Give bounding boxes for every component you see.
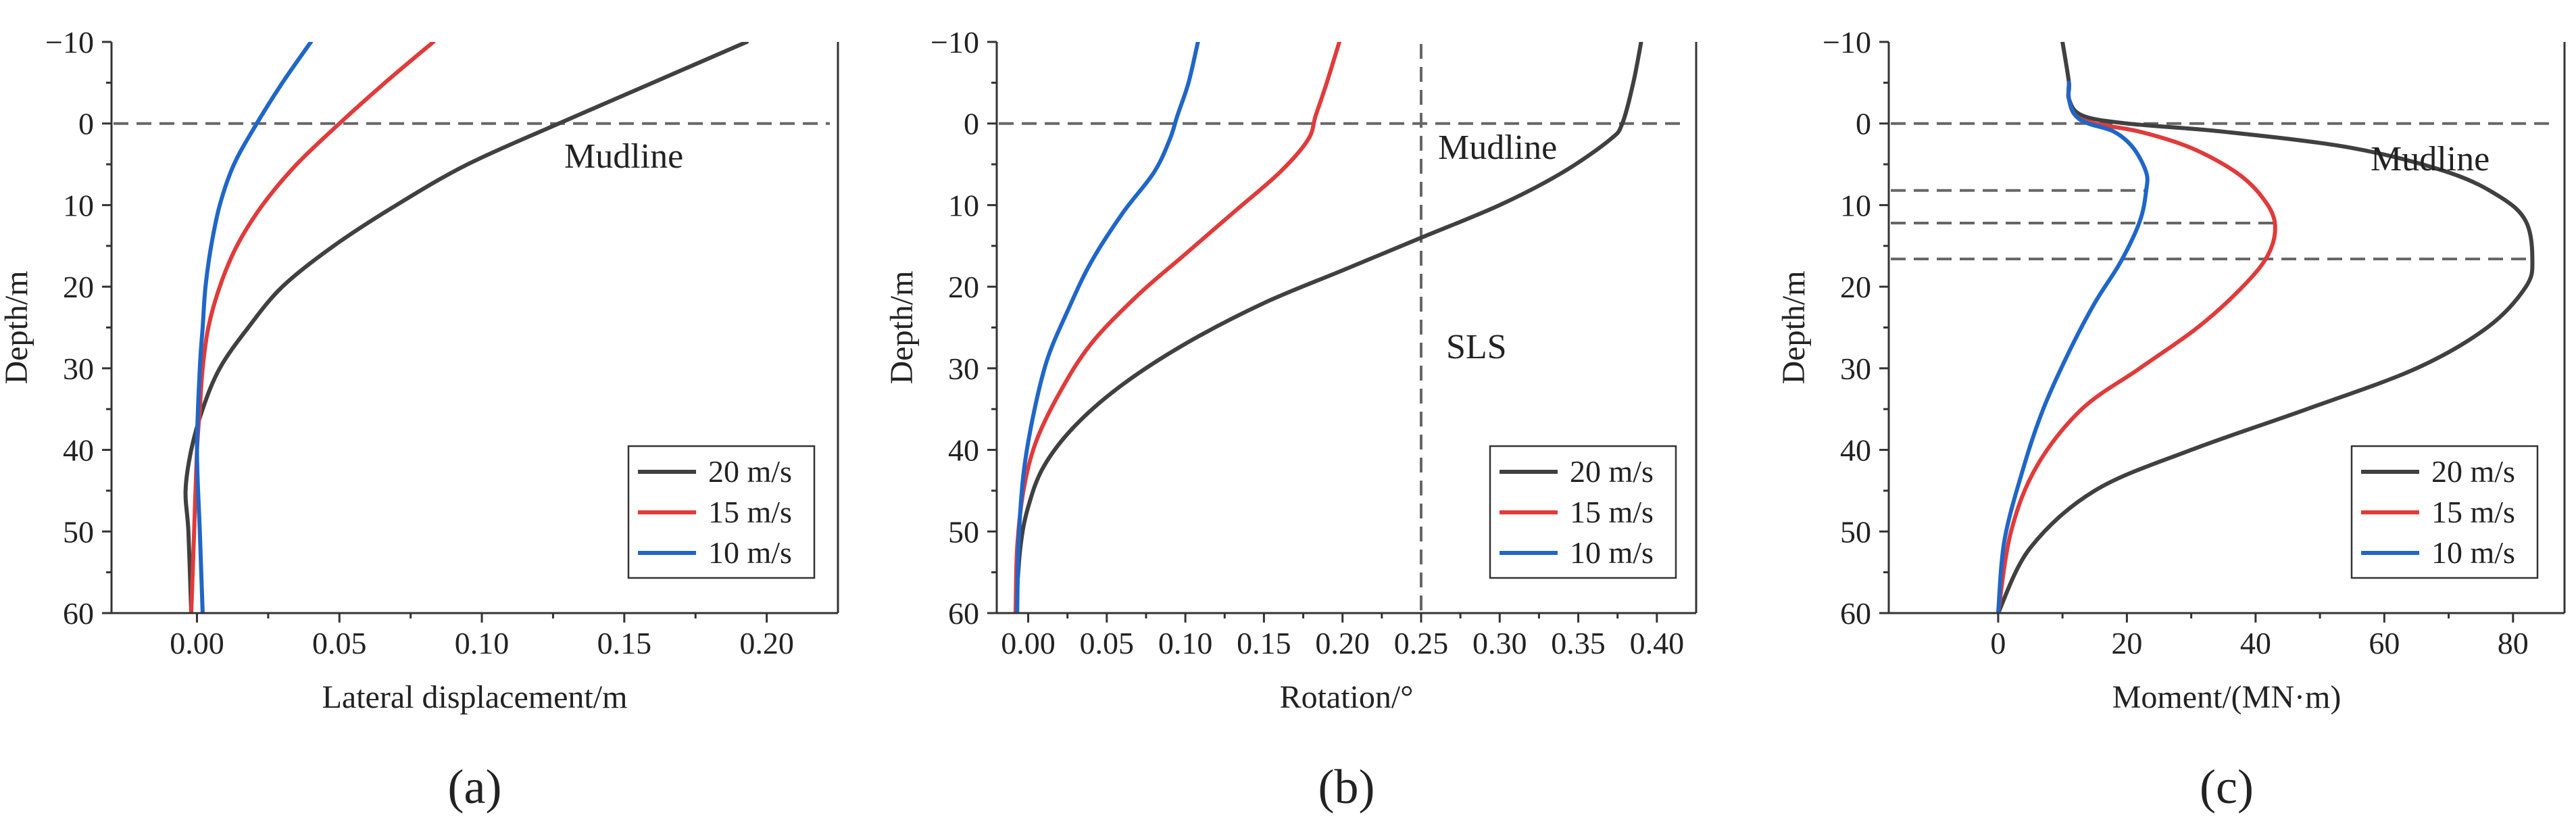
series-line-20ms [183, 42, 749, 613]
legend-label: 20 m/s [1570, 454, 1654, 489]
panel-c: 0 20 40 60 80 −10 0 10 20 30 40 50 60 Moment/(MN·m) De… [1776, 25, 2566, 814]
y-tick-label: 60 [1840, 596, 1871, 631]
y-tick-label: 10 [1840, 188, 1871, 222]
panel-a: 0.00 0.05 0.10 0.15 0.20 −10 0 10 20 30 40 50 60 Late… [0, 25, 839, 814]
y-tick-label: 40 [948, 433, 979, 468]
x-tick-label: 0.15 [597, 626, 652, 660]
legend-label: 15 m/s [708, 495, 792, 529]
y-tick-label: 60 [63, 596, 94, 631]
x-tick-label: 20 [2111, 626, 2142, 660]
y-tick-label: 0 [1856, 107, 1871, 141]
x-tick-label: 0.10 [1158, 626, 1213, 660]
x-tick-label: 0.10 [455, 626, 510, 660]
x-tick-label: 0.00 [170, 626, 224, 660]
y-tick-label: 0 [78, 107, 94, 141]
y-tick-label: 40 [63, 433, 94, 468]
panel-label: (b) [1318, 760, 1375, 814]
legend: 20 m/s 15 m/s 10 m/s [627, 445, 816, 579]
series-line-10ms [1996, 80, 2150, 613]
panel-label: (a) [448, 760, 502, 814]
x-tick-label: 0.05 [312, 626, 367, 660]
y-tick-label: 60 [948, 596, 979, 631]
x-axis-label: Rotation/° [1280, 679, 1414, 715]
legend-label: 10 m/s [2431, 535, 2515, 570]
legend-label: 20 m/s [708, 454, 792, 489]
y-tick-label: 20 [948, 270, 979, 304]
x-tick-label: 0.20 [1315, 626, 1370, 660]
x-tick-label: 60 [2369, 626, 2400, 660]
x-tick-label: 0.35 [1551, 626, 1606, 660]
x-tick-label: 0.15 [1237, 626, 1291, 660]
series-line-15ms [1996, 80, 2277, 613]
legend-label: 15 m/s [1570, 495, 1654, 529]
annotation-mudline: Mudline [2371, 140, 2490, 178]
y-axis-label: Depth/m [884, 271, 920, 385]
annotation-mudline: Mudline [1438, 128, 1557, 167]
x-tick-label: 0.40 [1630, 626, 1685, 660]
series-line-10ms [1015, 42, 1200, 613]
series-line-10ms [195, 42, 314, 613]
y-axis-label: Depth/m [1776, 271, 1812, 385]
x-tick-label: 80 [2498, 626, 2529, 660]
annotation-sls: SLS [1446, 328, 1507, 366]
x-axis-label: Lateral displacement/m [322, 679, 628, 715]
panel-label: (c) [2200, 760, 2254, 814]
legend: 20 m/s 15 m/s 10 m/s [1489, 445, 1677, 579]
x-tick-label: 0.30 [1472, 626, 1527, 660]
y-tick-label: 50 [1840, 514, 1871, 549]
x-tick-label: 0.00 [1001, 626, 1056, 660]
legend-label: 10 m/s [708, 535, 792, 570]
series-line-15ms [1013, 42, 1341, 613]
legend: 20 m/s 15 m/s 10 m/s [2350, 445, 2539, 579]
y-tick-label: 10 [948, 188, 979, 222]
y-tick-label: 30 [63, 351, 94, 386]
series-line-15ms [189, 42, 436, 613]
series-line-20ms [1996, 42, 2535, 613]
legend-label: 15 m/s [2431, 495, 2515, 529]
y-tick-label: 0 [964, 107, 979, 141]
y-tick-label: 50 [63, 514, 94, 549]
panel-b: 0.00 0.05 0.10 0.15 0.20 0.25 0.30 0.35 0.40 −10 0… [884, 25, 1698, 814]
y-tick-label: 40 [1840, 433, 1871, 468]
x-axis-label: Moment/(MN·m) [2112, 679, 2342, 715]
y-tick-label: −10 [45, 25, 94, 59]
legend-label: 20 m/s [2431, 454, 2515, 489]
y-tick-label: 10 [63, 188, 94, 222]
y-tick-label: 30 [948, 351, 979, 386]
y-axis-label: Depth/m [0, 271, 34, 385]
y-tick-label: −10 [931, 25, 979, 59]
y-tick-label: 30 [1840, 351, 1871, 386]
annotation-mudline: Mudline [564, 137, 683, 176]
y-tick-label: 20 [63, 270, 94, 304]
y-tick-label: −10 [1823, 25, 1871, 59]
x-tick-label: 0.20 [739, 626, 794, 660]
y-tick-label: 50 [948, 514, 979, 549]
series-line-20ms [1013, 42, 1643, 613]
x-tick-label: 0.05 [1080, 626, 1135, 660]
x-tick-label: 0 [1990, 626, 2006, 660]
legend-label: 10 m/s [1570, 535, 1654, 570]
y-tick-label: 20 [1840, 270, 1871, 304]
x-tick-label: 40 [2240, 626, 2271, 660]
x-tick-label: 0.25 [1394, 626, 1449, 660]
